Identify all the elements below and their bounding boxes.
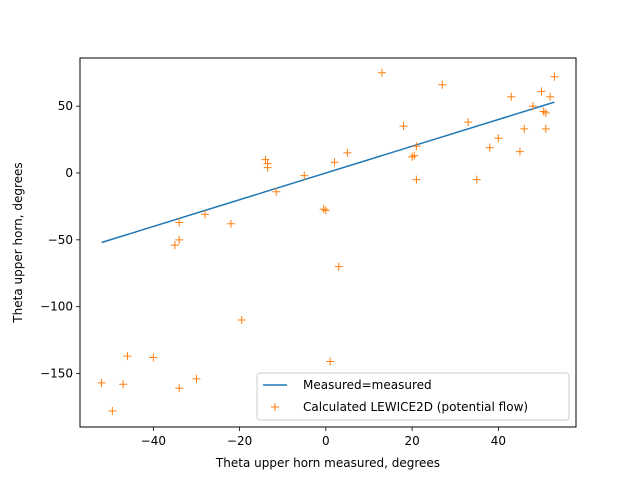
data-point [263,163,272,172]
legend-entry-calculated: Calculated LEWICE2D (potential flow) [303,400,528,414]
legend: Measured=measured Calculated LEWICE2D (p… [256,372,570,421]
data-point [326,357,335,366]
data-point [321,206,330,215]
data-point [515,147,524,156]
legend-marker [271,403,279,411]
data-point [170,241,179,250]
data-point [261,155,270,164]
data-point [507,92,516,101]
x-tick-label: −20 [227,434,252,448]
data-point [123,352,132,361]
data-point [300,171,309,180]
data-point [550,72,559,81]
data-point [319,205,328,214]
data-point [539,107,548,116]
data-point [399,122,408,131]
x-tick-label: 0 [322,434,330,448]
data-point [541,108,550,117]
data-point [408,152,417,161]
data-point [410,151,419,160]
data-point [546,92,555,101]
data-point [528,102,537,111]
data-point [175,218,184,227]
y-tick-label: 0 [65,166,73,180]
y-tick-label: 50 [58,99,73,113]
x-axis-ticks: −40 −20 0 20 40 [141,427,506,448]
data-point [485,143,494,152]
x-tick-label: 40 [491,434,506,448]
axes-frame [79,57,577,428]
series-layer [97,68,559,415]
data-point [412,142,421,151]
data-point [119,380,128,389]
y-axis-label: Theta upper horn, degrees [11,162,25,323]
legend-entry-measured: Measured=measured [303,378,432,392]
data-point [272,187,281,196]
data-point [330,158,339,167]
data-point [226,219,235,228]
legend-box [256,372,570,421]
data-point [149,353,158,362]
data-point [541,124,550,133]
data-point [108,406,117,415]
x-tick-label: 20 [404,434,419,448]
data-point [237,316,246,325]
y-tick-label: −100 [40,300,73,314]
data-point [377,68,386,77]
data-point [520,124,529,133]
x-tick-label: −40 [141,434,166,448]
data-point [97,378,106,387]
y-tick-label: −150 [40,367,73,381]
data-point [192,374,201,383]
data-point [201,210,210,219]
data-point [175,384,184,393]
data-point [334,262,343,271]
data-point [343,148,352,157]
data-point [464,118,473,127]
series-line-measured [101,101,555,244]
data-point [494,134,503,143]
data-point [412,175,421,184]
data-point [175,235,184,244]
legend-marker-swatch [271,403,279,411]
y-axis-ticks: −150 −100 −50 0 50 [40,99,80,381]
data-point [537,87,546,96]
x-axis-label: Theta upper horn measured, degrees [215,456,440,470]
data-point [438,80,447,89]
y-tick-label: −50 [48,233,73,247]
data-point [472,175,481,184]
